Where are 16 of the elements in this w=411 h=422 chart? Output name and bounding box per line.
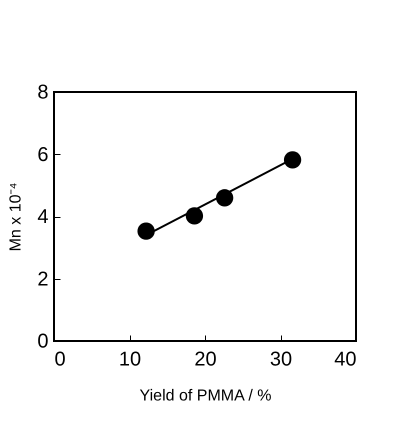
x-tick-label: 10 <box>118 348 142 370</box>
x-tick-label: 0 <box>54 348 66 370</box>
y-tick-label: 8 <box>37 82 48 104</box>
y-tick-label: 4 <box>37 206 48 228</box>
y-tick-label: 6 <box>37 144 48 166</box>
x-tick-label: 40 <box>334 348 356 370</box>
x-tick-label: 20 <box>194 348 217 370</box>
x-tick-label: 30 <box>270 348 292 370</box>
point <box>137 222 155 240</box>
y-tick-label: 0 <box>37 330 48 352</box>
y-tick-label: 2 <box>37 268 48 290</box>
point <box>284 151 302 168</box>
point <box>216 189 234 206</box>
point <box>186 207 204 225</box>
y-axis-title: Mn x 10⁻⁴ <box>7 182 24 252</box>
x-axis-title: Yield of PMMA / % <box>140 388 272 404</box>
